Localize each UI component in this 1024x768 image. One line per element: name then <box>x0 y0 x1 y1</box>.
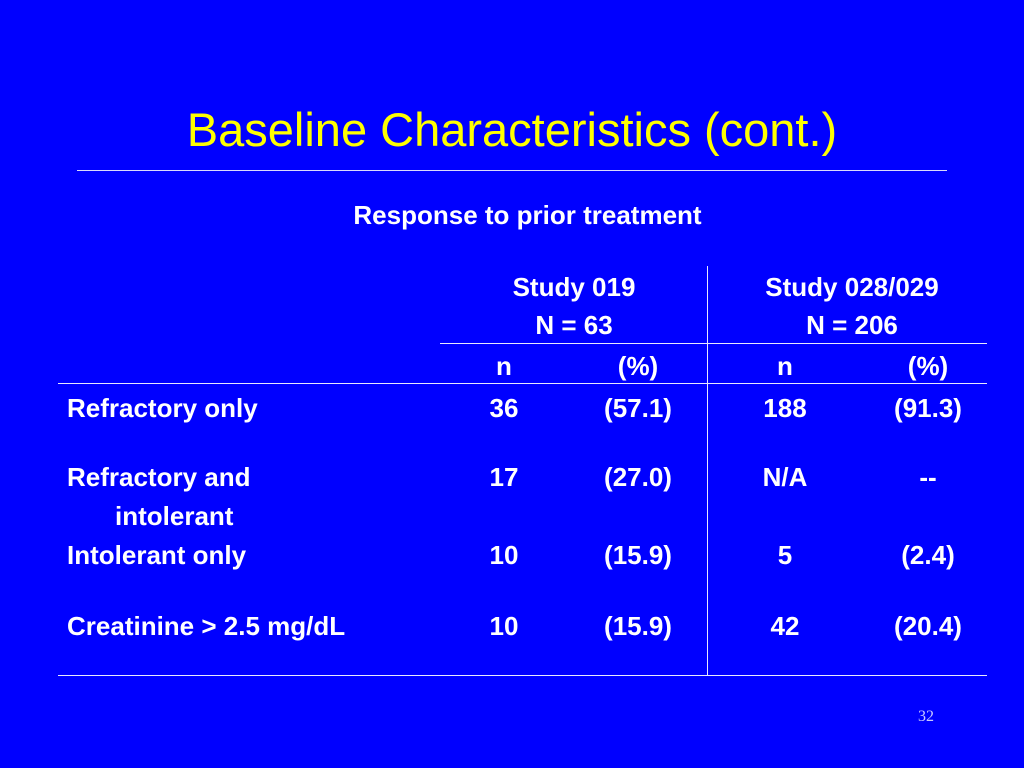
col-header-pct-019: (%) <box>617 351 659 381</box>
cell-019-n: 36 <box>489 393 519 423</box>
cell-028-029-pct: (2.4) <box>901 540 955 570</box>
row-label: Refractory only <box>67 393 258 423</box>
study-028-029-n-total: N = 206 <box>806 310 898 340</box>
cell-019-n: 10 <box>489 611 519 641</box>
col-header-n-019: n <box>496 351 512 381</box>
study-019-n-total: N = 63 <box>535 310 613 340</box>
cell-028-029-pct: (91.3) <box>894 393 962 423</box>
table-caption: Response to prior treatment <box>353 200 702 230</box>
slide-title: Baseline Characteristics (cont.) <box>186 103 838 156</box>
page-number: 32 <box>918 708 934 725</box>
cell-019-n: 10 <box>489 540 519 570</box>
cell-019-pct: (15.9) <box>604 611 672 641</box>
study-019-header: Study 019 <box>512 272 636 302</box>
cell-019-pct: (27.0) <box>604 462 672 492</box>
cell-019-n: 17 <box>489 462 519 492</box>
cell-028-029-pct: -- <box>919 462 937 492</box>
row-label: Creatinine > 2.5 mg/dL <box>67 611 346 641</box>
cell-028-029-n: 188 <box>763 393 807 423</box>
title-divider <box>77 170 947 171</box>
study-028-029-header: Study 028/029 <box>765 272 939 302</box>
cell-019-pct: (57.1) <box>604 393 672 423</box>
cell-028-029-n: N/A <box>762 462 808 492</box>
cell-019-pct: (15.9) <box>604 540 672 570</box>
row-label-continued: intolerant <box>115 501 234 531</box>
group-header-rule <box>440 343 987 344</box>
cell-028-029-pct: (20.4) <box>894 611 962 641</box>
col-header-pct-028-029: (%) <box>907 351 949 381</box>
row-label: Refractory and <box>67 462 251 492</box>
col-header-n-028-029: n <box>777 351 793 381</box>
cell-028-029-n: 5 <box>777 540 793 570</box>
table-bottom-rule <box>58 675 987 676</box>
row-label: Intolerant only <box>67 540 247 570</box>
header-bottom-rule <box>58 383 987 384</box>
study-column-divider <box>707 266 708 675</box>
cell-028-029-n: 42 <box>770 611 800 641</box>
